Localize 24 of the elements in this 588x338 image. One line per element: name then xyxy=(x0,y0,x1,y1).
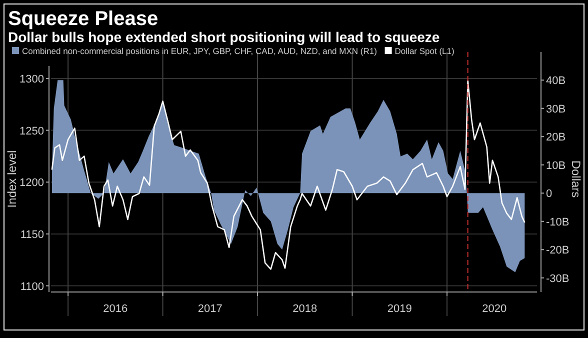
x-tick-label: 2020 xyxy=(482,303,507,315)
chart-title: Squeeze Please xyxy=(8,8,158,30)
y2-tick-label: -20B xyxy=(546,244,570,257)
y2-tick-label: 10B xyxy=(546,160,566,172)
y-tick-label: 1250 xyxy=(20,125,44,138)
legend-label: Dollar Spot (L1) xyxy=(394,46,454,56)
chart-subtitle: Dollar bulls hope extended short positioning will lead to squeeze xyxy=(8,29,440,45)
x-tick-label: 2017 xyxy=(198,303,222,315)
x-tick-label: 2016 xyxy=(103,303,128,315)
y-tick-label: 1200 xyxy=(20,177,44,190)
y-axis-title: Index level xyxy=(5,150,19,208)
y2-axis-title: Dollars xyxy=(569,160,583,198)
legend-label: Combined non-commercial positions in EUR, JPY, GBP, CHF, CAD, AUD, NZD, and MXN (R1) xyxy=(22,46,378,56)
y2-tick-label: 30B xyxy=(546,103,566,116)
y2-tick-label: 40B xyxy=(546,75,566,88)
y2-tick-label: 20B xyxy=(546,132,566,144)
y2-tick-label: -10B xyxy=(546,216,570,228)
y2-tick-label: 0 xyxy=(546,188,552,200)
x-tick-label: 2018 xyxy=(292,303,318,315)
y2-tick-label: -30B xyxy=(546,272,570,285)
x-tick-label: 2019 xyxy=(387,303,412,315)
y-tick-label: 1100 xyxy=(20,280,44,293)
y-tick-label: 1300 xyxy=(20,73,44,86)
y-tick-label: 1150 xyxy=(20,228,44,241)
